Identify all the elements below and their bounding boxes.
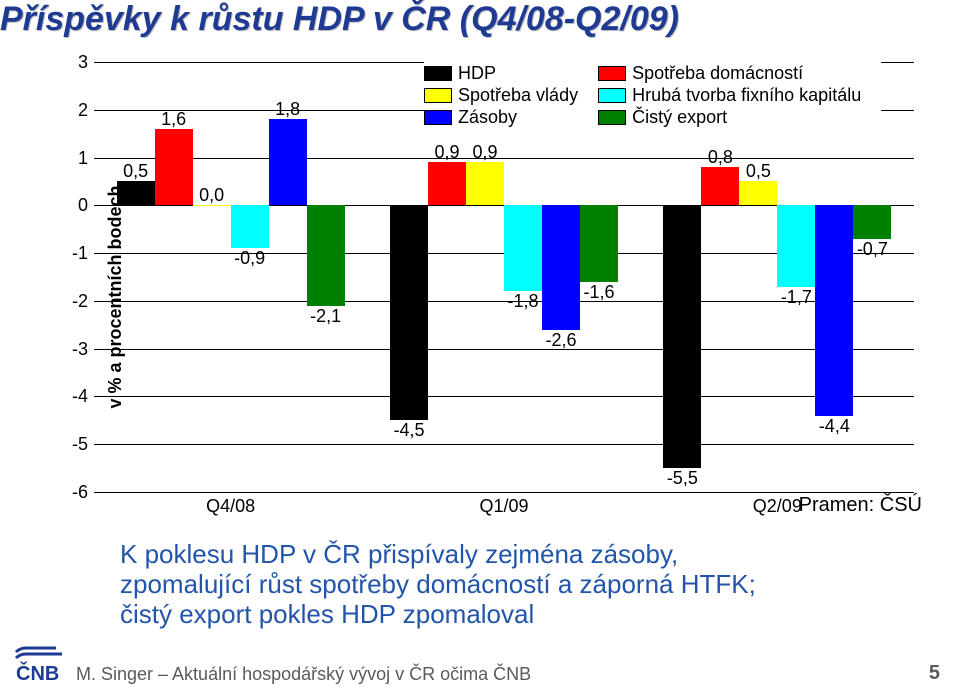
bar-dom xyxy=(155,129,193,205)
caption-line-1: K poklesu HDP v ČR přispívaly zejména zá… xyxy=(120,540,756,570)
gridline xyxy=(94,158,914,159)
bar-dom xyxy=(428,162,466,205)
caption: K poklesu HDP v ČR přispívaly zejména zá… xyxy=(120,540,756,630)
bar-cisty xyxy=(307,205,345,305)
bar-value-label: -0,7 xyxy=(853,249,891,502)
chart: v % a procentních bodech -6-5-4-3-2-1012… xyxy=(34,62,934,532)
bar-zasoby xyxy=(815,205,853,415)
bar-value-label: -1,8 xyxy=(504,301,542,502)
page-number: 5 xyxy=(929,662,940,685)
bar-vlady xyxy=(466,162,504,205)
bar-zasoby xyxy=(269,119,307,205)
bar-value-label: -4,5 xyxy=(390,430,428,502)
bar-HDP xyxy=(117,181,155,205)
legend-label: Zásoby xyxy=(458,107,517,128)
bar-vlady xyxy=(739,181,777,205)
legend-label: Spotřeba domácností xyxy=(632,63,803,84)
title-part-b: (Q4/08-Q2/09) xyxy=(460,0,679,38)
bar-cisty xyxy=(580,205,618,281)
caption-line-3: čistý export pokles HDP zpomaloval xyxy=(120,600,756,630)
legend-swatch xyxy=(424,66,452,81)
legend-swatch xyxy=(424,88,452,103)
logo-text: ČNB xyxy=(16,661,59,684)
bar-HDP xyxy=(663,205,701,468)
bar-value-label: -0,9 xyxy=(231,258,269,502)
bar-value-label: -1,7 xyxy=(777,297,815,502)
legend-swatch xyxy=(598,110,626,125)
bar-value-label: -4,4 xyxy=(815,426,853,502)
caption-line-2: zpomalující růst spotřeby domácností a z… xyxy=(120,570,756,600)
legend-label: HDP xyxy=(458,63,496,84)
bar-value-label: -2,1 xyxy=(307,316,345,502)
legend-label: Spotřeba vlády xyxy=(458,85,578,106)
legend-swatch xyxy=(598,66,626,81)
legend: HDPSpotřeba vládyZásoby Spotřeba domácnos… xyxy=(424,62,881,129)
footer-text: M. Singer – Aktuální hospodářský vývoj v… xyxy=(76,664,531,685)
page-title: Příspěvky k růstu HDP v ČR (Q4/08-Q2/09) xyxy=(0,0,960,39)
legend-swatch xyxy=(598,88,626,103)
bar-HDP xyxy=(390,205,428,420)
legend-swatch xyxy=(424,110,452,125)
legend-item: Čistý export xyxy=(598,107,861,128)
source-label: Pramen: ČSÚ xyxy=(799,494,922,517)
bar-dom xyxy=(701,167,739,205)
plot-area: -6-5-4-3-2-101230,51,60,0-0,91,8-2,1Q4/0… xyxy=(94,62,914,492)
legend-item: Zásoby xyxy=(424,107,578,128)
bar-htfk xyxy=(504,205,542,291)
bar-htfk xyxy=(777,205,815,286)
bar-value-label: -1,6 xyxy=(580,292,618,502)
x-tick-label: Q4/08 xyxy=(131,496,331,517)
legend-label: Čistý export xyxy=(632,107,727,128)
bar-cisty xyxy=(853,205,891,238)
x-tick-label: Q1/09 xyxy=(404,496,604,517)
legend-item: Spotřeba vlády xyxy=(424,85,578,106)
bar-zasoby xyxy=(542,205,580,329)
bar-vlady xyxy=(193,205,231,206)
cnb-logo: ČNB xyxy=(14,646,70,689)
bar-value-label: -2,6 xyxy=(542,340,580,502)
legend-item: Spotřeba domácností xyxy=(598,63,861,84)
title-part-a: Příspěvky k růstu HDP v ČR xyxy=(0,0,460,38)
legend-item: Hrubá tvorba fixního kapitálu xyxy=(598,85,861,106)
bar-htfk xyxy=(231,205,269,248)
legend-label: Hrubá tvorba fixního kapitálu xyxy=(632,85,861,106)
legend-item: HDP xyxy=(424,63,578,84)
